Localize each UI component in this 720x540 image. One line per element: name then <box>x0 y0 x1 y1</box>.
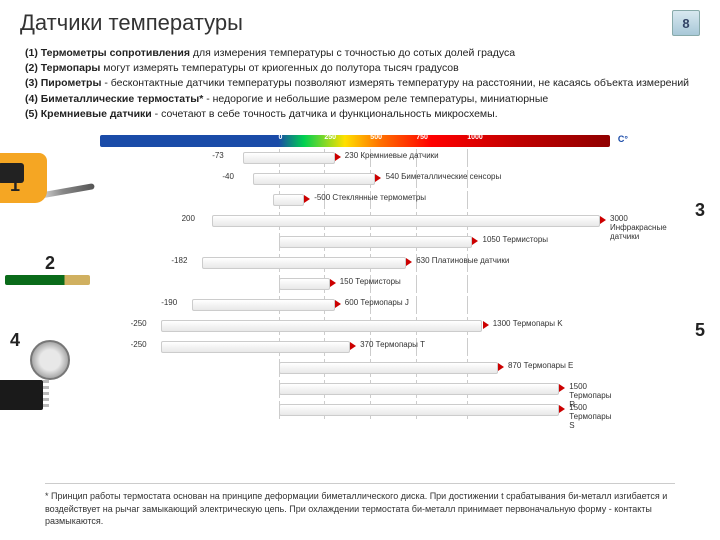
arrow-right-icon <box>559 384 565 392</box>
desc-5-bold: (5) Кремниевые датчики <box>25 108 152 120</box>
scale-tick: 0 <box>279 134 283 141</box>
footnote: * Принцип работы термостата основан на п… <box>45 483 675 528</box>
marker-1: 1 <box>10 175 20 196</box>
arrow-right-icon <box>330 279 336 287</box>
range-chart: C° 02505007501000 -73230 Кремниевые датч… <box>100 135 610 395</box>
marker-3: 3 <box>695 200 705 221</box>
arrow-right-icon <box>350 342 356 350</box>
scale-tick: 750 <box>416 134 428 141</box>
range-hi-label: 150 Термисторы <box>340 277 401 286</box>
arrow-right-icon <box>483 321 489 329</box>
range-bar <box>279 383 560 395</box>
chart-row: -182 630 Платиновые датчики <box>100 254 610 272</box>
chart-row: 2003000 Инфракрасные датчики <box>100 212 610 230</box>
range-bar <box>202 257 406 269</box>
chart-row: 1500 Термопары R <box>100 380 610 398</box>
range-hi-label: 870 Термопары E <box>508 361 573 370</box>
scale-tick: 250 <box>324 134 336 141</box>
sensor-thermostat-image <box>30 340 70 380</box>
marker-4: 4 <box>10 330 20 351</box>
arrow-right-icon <box>600 216 606 224</box>
desc-1-bold: (1) Термометры сопротивления <box>25 47 190 59</box>
desc-4-bold: (4) Биметаллические термостаты* <box>25 93 203 105</box>
chart-row: -250 1300 Термопары K <box>100 317 610 335</box>
arrow-right-icon <box>559 405 565 413</box>
range-hi-label: 3000 Инфракрасные датчики <box>610 214 667 241</box>
chart-row: 870 Термопары E <box>100 359 610 377</box>
sensor-pyrometer-image <box>0 153 47 203</box>
sensor-chip-image <box>0 380 43 410</box>
range-bar <box>279 278 330 290</box>
range-bar <box>212 215 600 227</box>
range-hi-label: -500 Стеклянные термометры <box>314 193 426 202</box>
sensor-thermocouple-image <box>5 275 90 285</box>
desc-5-text: - сочетают в себе точность датчика и фун… <box>152 108 498 120</box>
range-hi-label: 230 Кремниевые датчики <box>345 151 439 160</box>
chart-row: -190 600 Термопары J <box>100 296 610 314</box>
range-lo: -73 <box>212 151 224 160</box>
range-hi-label: 1050 Термисторы <box>483 235 549 244</box>
arrow-right-icon <box>335 300 341 308</box>
marker-2: 2 <box>45 253 55 274</box>
range-bar <box>161 341 350 353</box>
chart-area: 1 3 2 4 5 C° 0 250 500 750 1000 -73 230 Кремн… <box>10 135 710 415</box>
chart-row: -73 230 Кремниевые датчики <box>100 149 610 167</box>
arrow-right-icon <box>498 363 504 371</box>
chart-row: -40 540 Биметаллические сенсоры <box>100 170 610 188</box>
range-lo: -40 <box>222 172 234 181</box>
desc-3-text: - бесконтактные датчики температуры позв… <box>101 77 689 89</box>
range-hi-label: 630 Платиновые датчики <box>416 256 509 265</box>
range-bar <box>161 320 482 332</box>
marker-5: 5 <box>695 320 705 341</box>
range-hi-label: 540 Биметаллические сенсоры <box>386 172 502 181</box>
desc-1-text: для измерения температуры с точностью до… <box>190 47 515 59</box>
chart-row: 1050 Термисторы <box>100 233 610 251</box>
range-hi-label: 600 Термопары J <box>345 298 409 307</box>
arrow-right-icon <box>304 195 310 203</box>
range-lo: 200 <box>182 214 195 223</box>
scale-unit: C° <box>618 134 628 144</box>
page-title: Датчики температуры <box>20 10 243 36</box>
range-bar <box>279 404 560 416</box>
arrow-right-icon <box>406 258 412 266</box>
chart-row: 1500 Термопары S <box>100 401 610 419</box>
desc-2-bold: (2) Термопары <box>25 62 100 74</box>
color-scale: C° 02505007501000 <box>100 135 610 147</box>
arrow-right-icon <box>472 237 478 245</box>
arrow-right-icon <box>335 153 341 161</box>
chart-row: 150 Термисторы <box>100 275 610 293</box>
desc-3-bold: (3) Пирометры <box>25 77 101 89</box>
arrow-right-icon <box>375 174 381 182</box>
range-lo: -250 <box>131 319 147 328</box>
description-block: (1) Термометры сопротивления для измерен… <box>0 41 720 127</box>
range-bar <box>273 194 304 206</box>
range-hi-label: 370 Термопары T <box>360 340 425 349</box>
chart-row: -500 Стеклянные термометры <box>100 191 610 209</box>
desc-4-text: - недорогие и небольшие размером реле те… <box>203 93 548 105</box>
range-bar <box>279 362 498 374</box>
page-number-badge: 8 <box>672 10 700 36</box>
range-lo: -250 <box>131 340 147 349</box>
scale-tick: 1000 <box>467 134 483 141</box>
range-bar <box>192 299 335 311</box>
range-lo: -182 <box>171 256 187 265</box>
range-bar <box>243 152 335 164</box>
range-bar <box>279 236 473 248</box>
range-bar <box>253 173 375 185</box>
footnote-text: Принцип работы термостата основан на при… <box>45 491 667 526</box>
range-hi-label: 1300 Термопары K <box>493 319 563 328</box>
desc-2-text: могут измерять температуры от криогенных… <box>100 62 458 74</box>
range-lo: -190 <box>161 298 177 307</box>
range-hi-label: 1500 Термопары S <box>569 403 611 430</box>
scale-tick: 500 <box>370 134 382 141</box>
chart-row: -250 370 Термопары T <box>100 338 610 356</box>
